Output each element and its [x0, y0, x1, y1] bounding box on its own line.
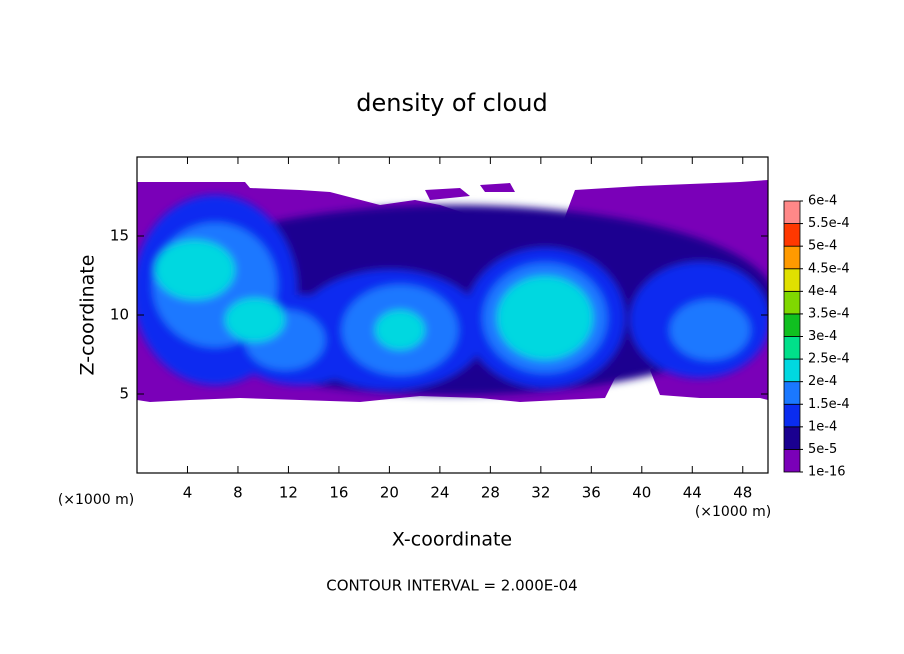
colorbar-box [783, 223, 801, 247]
colorbar-label: 3e-4 [808, 329, 837, 344]
y-tick-label: 5 [119, 385, 129, 403]
x-tick-label: 4 [183, 484, 193, 502]
y-tick-label: 15 [110, 227, 129, 245]
colorbar-label: 5.5e-4 [808, 216, 850, 231]
x-tick-label: 36 [582, 484, 601, 502]
x-tick-label: 32 [531, 484, 550, 502]
x-tick-label: 12 [279, 484, 298, 502]
y-tick-label: 10 [110, 306, 129, 324]
x-tick-label: 20 [380, 484, 399, 502]
x-tick-label: 44 [683, 484, 702, 502]
colorbar-label: 2.5e-4 [808, 352, 850, 367]
colorbar-box [783, 245, 801, 270]
x-tick-label: 16 [329, 484, 348, 502]
x-tick-label: 8 [233, 484, 243, 502]
colorbar-label: 1.5e-4 [808, 397, 850, 412]
cloud-blob [225, 298, 285, 342]
colorbar-box [783, 449, 801, 473]
colorbar-label: 2e-4 [808, 374, 837, 389]
cloud-blob [375, 310, 425, 350]
cloud-layers [137, 195, 768, 395]
corner-unit-label: (×1000 m) [695, 504, 771, 520]
colorbar-box [783, 200, 801, 224]
colorbar-box [783, 336, 801, 360]
x-tick-label: 48 [733, 484, 752, 502]
colorbar-box [783, 290, 801, 315]
colorbar-label: 1e-16 [808, 465, 846, 480]
colorbar-box [783, 403, 801, 428]
cloud-field [137, 180, 768, 402]
colorbar-label: 3.5e-4 [808, 306, 850, 321]
colorbar-label: 4.5e-4 [808, 261, 850, 276]
chart-title: density of cloud [356, 89, 547, 117]
colorbar-label: 5e-4 [808, 239, 837, 254]
colorbar-label: 5e-5 [808, 442, 837, 457]
cloud-blob [670, 300, 750, 360]
colorbar-box [783, 426, 801, 450]
y-axis-label: Z-coordinate [77, 255, 99, 376]
x-tick-label: 28 [481, 484, 500, 502]
colorbar-label: 4e-4 [808, 284, 837, 299]
colorbar-label: 6e-4 [808, 194, 837, 209]
cloud-blob [497, 276, 593, 360]
x-tick-label: 24 [430, 484, 449, 502]
colorbar-label: 1e-4 [808, 419, 837, 434]
colorbar-box [783, 358, 801, 383]
x-unit-label: (×1000 m) [58, 492, 134, 508]
cloud-blob [155, 240, 235, 300]
footnote: CONTOUR INTERVAL = 2.000E-04 [326, 577, 577, 595]
x-axis-label: X-coordinate [392, 529, 512, 551]
colorbar-box [783, 313, 801, 337]
x-tick-label: 40 [632, 484, 651, 502]
colorbar-box [783, 268, 801, 292]
colorbar-box [783, 381, 801, 405]
cloud-region [425, 183, 515, 200]
